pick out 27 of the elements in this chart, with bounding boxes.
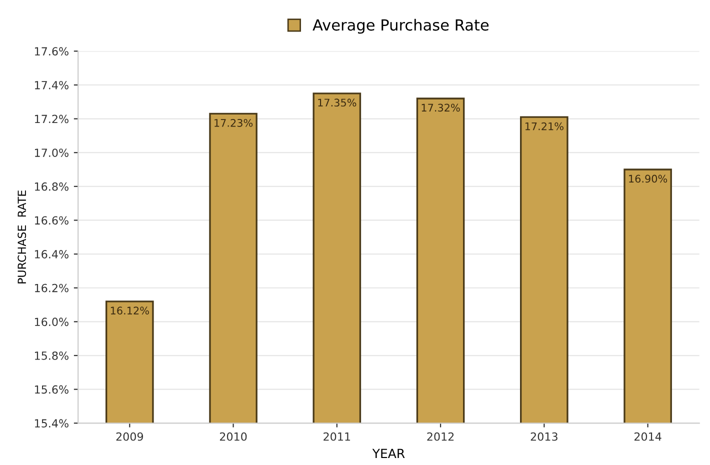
legend-label: Average Purchase Rate (312, 18, 489, 34)
y-tick-label: 17.0% (34, 148, 68, 157)
y-tick-label: 17.6% (34, 47, 68, 56)
y-tick-label: 16.2% (34, 284, 68, 292)
y-axis-title: PURCHASE RATE (18, 190, 26, 284)
y-tick-label: 15.8% (34, 351, 68, 360)
y-tick-label: 15.4% (34, 419, 68, 428)
data-label: 17.21% (525, 122, 564, 130)
y-tick-label: 17.4% (34, 80, 68, 90)
y-tick-label: 15.6% (34, 385, 68, 394)
data-label: 17.35% (318, 98, 356, 107)
y-tick-label: 16.0% (34, 318, 68, 326)
y-tick-label: 17.2% (34, 114, 68, 124)
x-tick-label: 2009 (116, 432, 144, 441)
x-tick-label: 2011 (324, 432, 350, 441)
y-tick-label: 16.6% (34, 216, 68, 225)
x-tick-label: 2010 (220, 432, 247, 441)
y-tick-label: 16.8% (34, 182, 68, 191)
data-label: 17.23% (214, 118, 253, 127)
data-label: 16.90% (629, 174, 668, 183)
y-tick-label: 16.4% (34, 250, 68, 258)
x-tick-label: 2012 (427, 432, 454, 441)
data-label: 17.32% (422, 104, 460, 112)
x-tick-label: 2013 (530, 432, 558, 441)
x-tick-label: 2014 (634, 432, 662, 441)
data-label: 16.12% (110, 306, 149, 315)
x-axis-title: YEAR (372, 448, 405, 458)
